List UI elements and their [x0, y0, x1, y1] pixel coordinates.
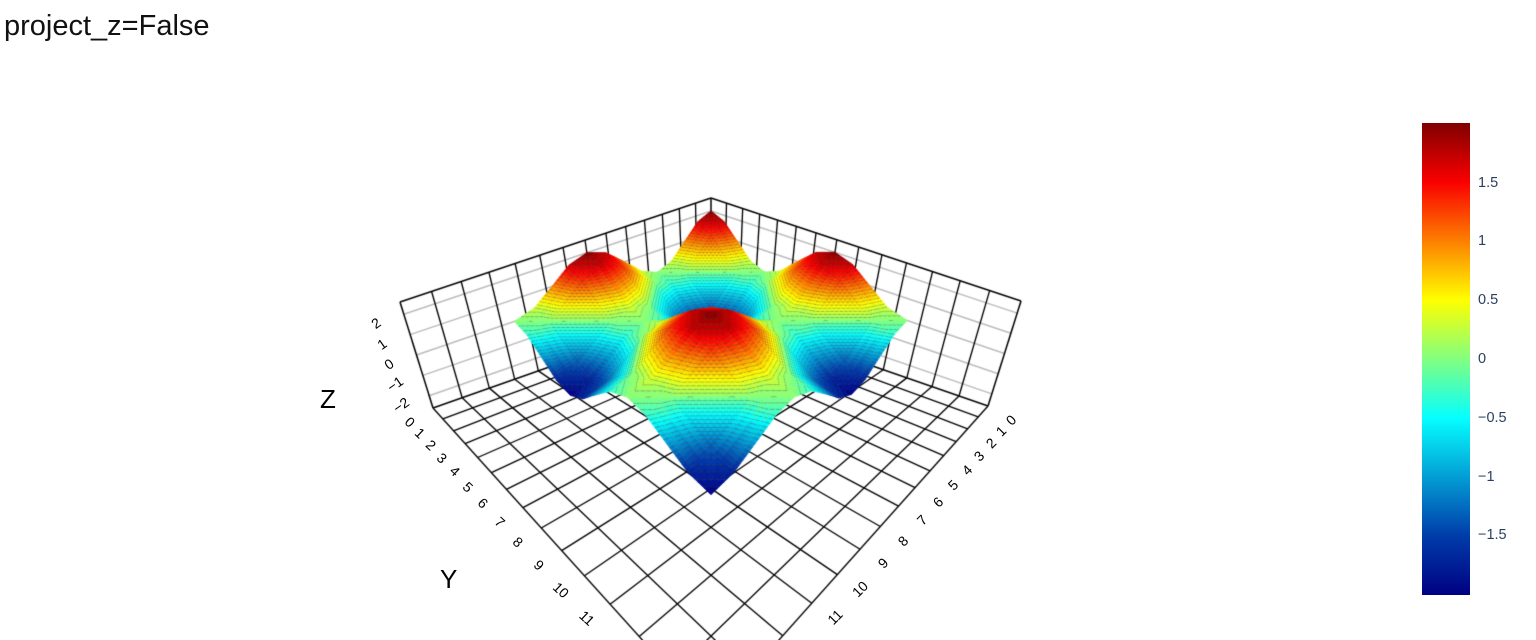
colorbar [1422, 123, 1470, 595]
colorbar-tick-label: −1 [1478, 468, 1495, 485]
colorbar-tick-label: 1 [1478, 233, 1487, 250]
plot-title: project_z=False [4, 10, 210, 42]
colorbar-tick-label: 0 [1478, 351, 1487, 367]
y-axis-title: Y [440, 564, 458, 594]
colorbar-tick-label: −1.5 [1478, 527, 1507, 544]
colorbar-gradient [1422, 123, 1470, 595]
z-axis-title: Z [320, 384, 336, 414]
colorbar-tick-label: −0.5 [1478, 409, 1507, 426]
colorbar-tick-label: 1.5 [1478, 174, 1499, 191]
colorbar-tick-label: 0.5 [1478, 292, 1499, 309]
